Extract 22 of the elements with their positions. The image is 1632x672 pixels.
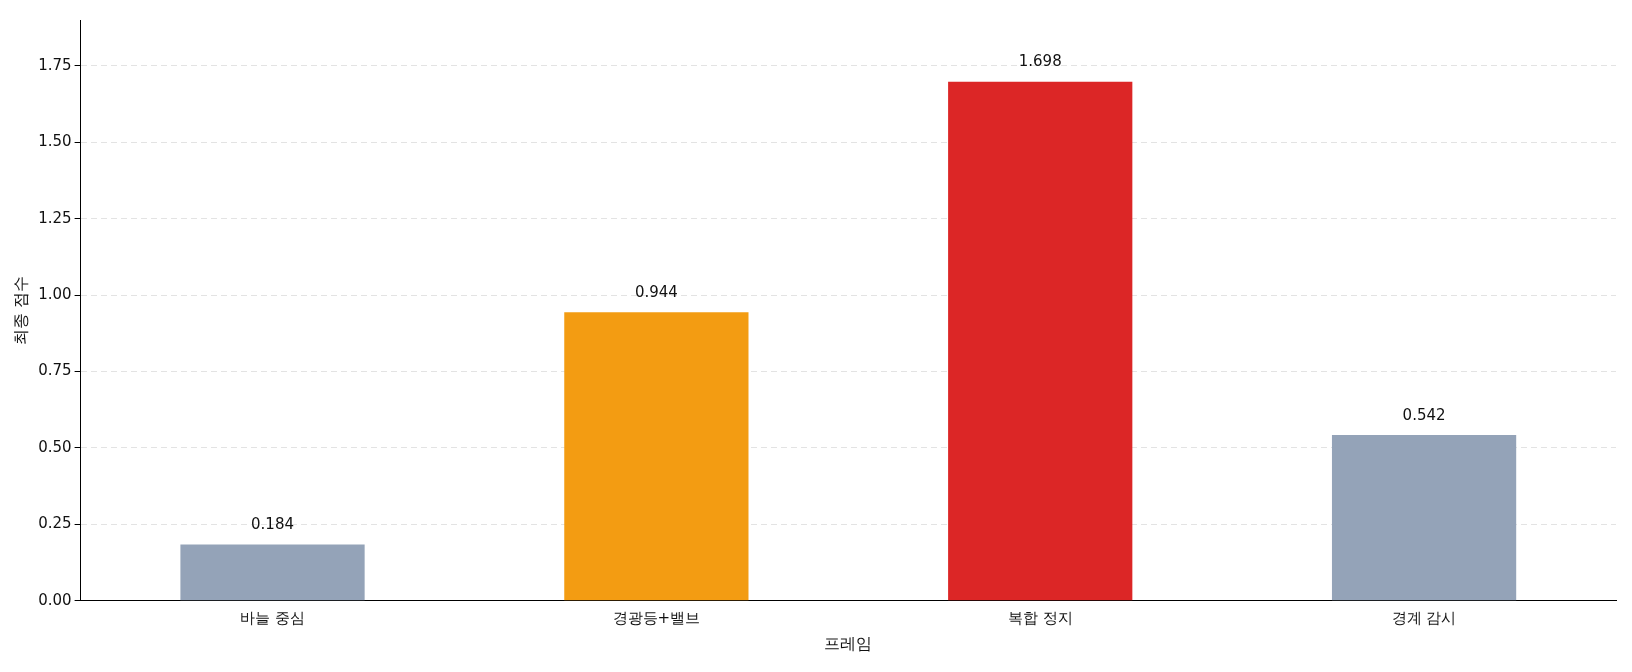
y-tick-label: 1.25	[38, 208, 72, 227]
y-tick-label: 0.75	[38, 361, 72, 380]
x-tick-label: 경광등+밸브	[612, 608, 701, 627]
y-tick-label: 0.00	[38, 590, 72, 609]
y-tick-label: 0.25	[38, 514, 72, 533]
bar	[180, 544, 365, 601]
data-label: 0.542	[1402, 405, 1446, 424]
y-tick-label: 1.00	[38, 285, 72, 304]
bar	[948, 81, 1133, 601]
data-label: 0.944	[634, 282, 678, 301]
data-label: 0.184	[251, 514, 294, 533]
x-tick-label: 경계 감시	[1391, 608, 1457, 627]
data-label: 1.698	[1018, 52, 1062, 71]
bar	[564, 312, 749, 601]
y-tick-label: 0.50	[38, 437, 72, 456]
y-axis-title: 최종 점수	[10, 275, 30, 345]
y-tick-label: 1.50	[38, 132, 72, 151]
x-axis-title: 프레임	[824, 633, 873, 653]
bar	[1331, 435, 1517, 601]
x-tick-label: 복합 정지	[1007, 608, 1073, 627]
x-tick-label: 바늘 중심	[240, 608, 305, 627]
y-tick-label: 1.75	[38, 55, 72, 74]
